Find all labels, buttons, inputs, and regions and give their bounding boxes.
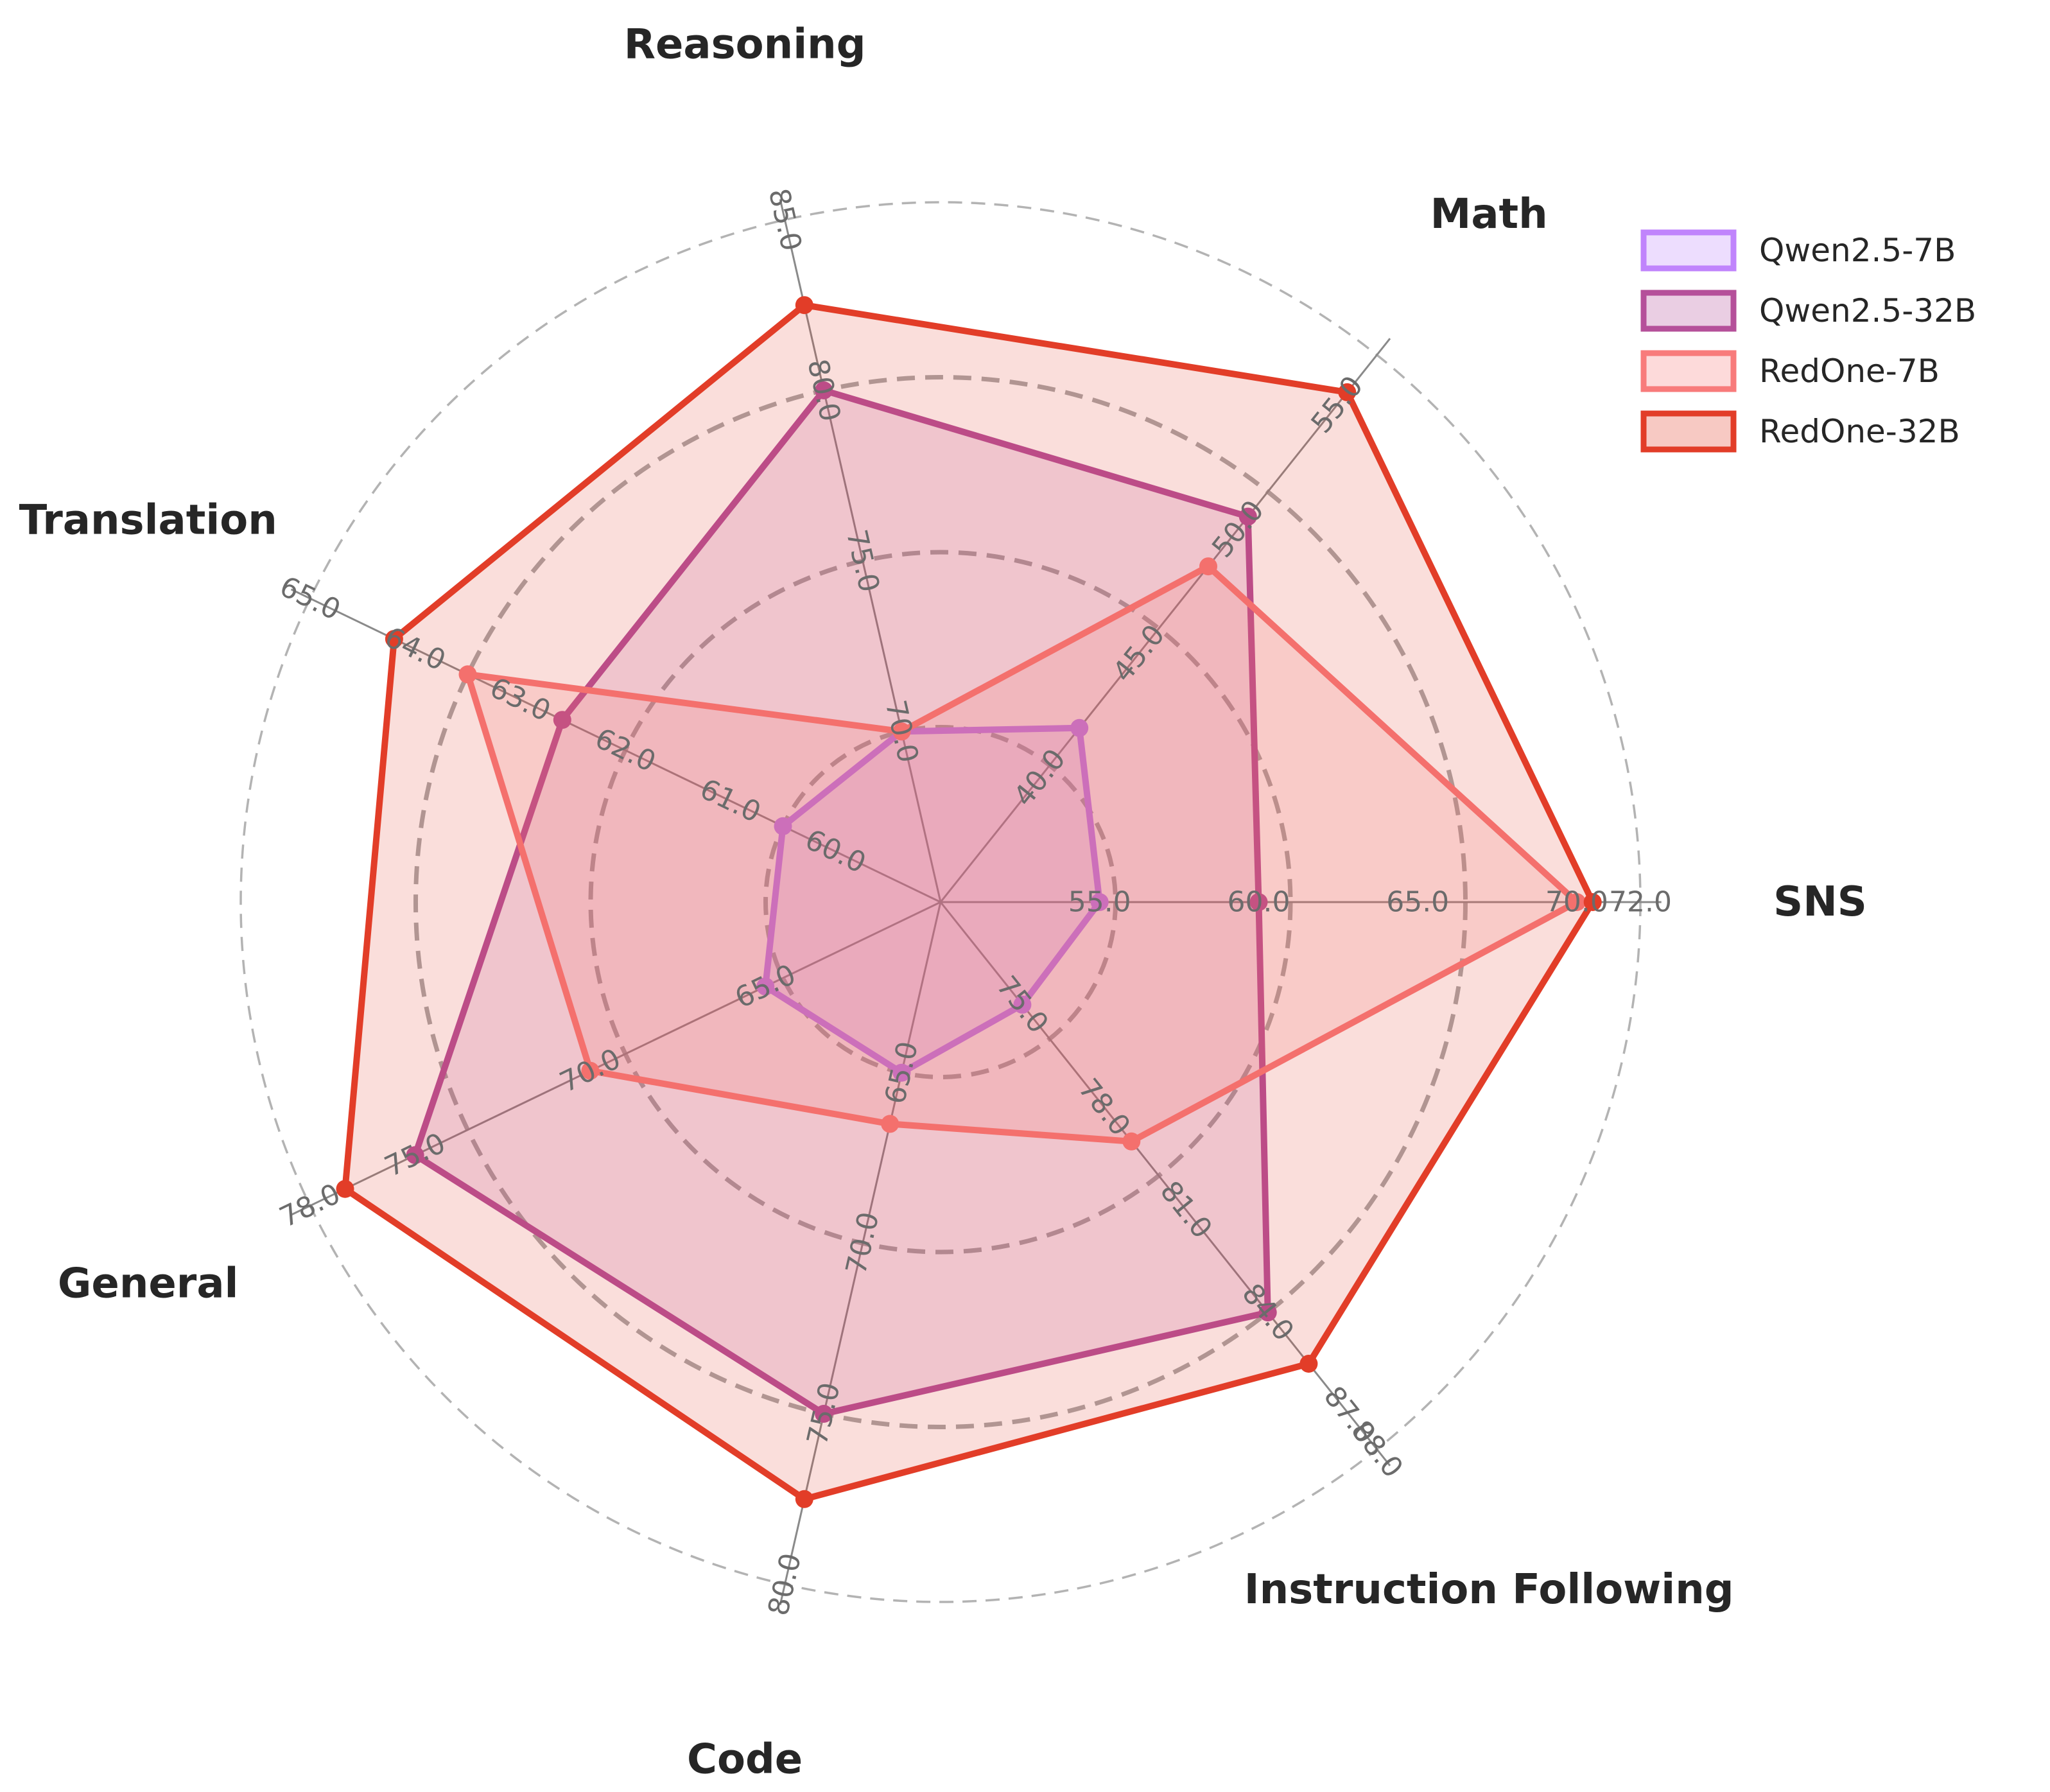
point-qwen2-5-32b-reasoning bbox=[815, 381, 833, 399]
legend-swatch-redone-32b bbox=[1640, 410, 1737, 453]
legend-swatch-redone-7b bbox=[1640, 350, 1737, 392]
legend-swatch-qwen2-5-32b bbox=[1640, 290, 1737, 332]
series-qwen2-5-7b-area bbox=[762, 724, 1103, 1076]
point-qwen2-5-7b-math bbox=[1070, 718, 1089, 737]
point-redone-32b-math bbox=[1338, 383, 1357, 401]
point-redone-7b-code bbox=[881, 1115, 899, 1133]
axis-spoke-general bbox=[290, 901, 941, 1216]
point-redone-7b-sns bbox=[1567, 893, 1586, 911]
point-redone-32b-translation bbox=[385, 630, 403, 648]
axis-label-sns: SNS bbox=[1773, 878, 1867, 926]
axis-spoke-math bbox=[939, 338, 1391, 903]
series-redone-32b-area bbox=[342, 302, 1596, 1502]
point-redone-32b-general bbox=[336, 1179, 354, 1198]
point-qwen2-5-7b-translation bbox=[774, 817, 792, 835]
grid-layer bbox=[239, 199, 1662, 1605]
point-redone-7b-general bbox=[581, 1061, 600, 1080]
legend-label-redone-32b: RedOne-32B bbox=[1759, 413, 1960, 450]
axis-spoke-code bbox=[779, 901, 942, 1605]
point-redone-32b-instruction-following bbox=[1299, 1355, 1318, 1373]
legend-label-qwen2-5-32b: Qwen2.5-32B bbox=[1759, 292, 1976, 329]
point-qwen2-5-32b-code bbox=[815, 1405, 833, 1423]
axis-spoke-instruction-following bbox=[939, 901, 1391, 1466]
tick-label-code: 80.0 bbox=[762, 1550, 808, 1619]
series-redone-7b-area bbox=[464, 563, 1580, 1145]
point-qwen2-5-7b-general bbox=[756, 977, 775, 996]
tick-label-general: 78.0 bbox=[275, 1178, 345, 1234]
legend-label-redone-7b: RedOne-7B bbox=[1759, 352, 1940, 390]
legend-swatch-qwen2-5-7b bbox=[1640, 229, 1737, 272]
axis-spoke-reasoning bbox=[779, 199, 942, 903]
point-redone-32b-sns bbox=[1583, 893, 1602, 911]
point-qwen2-5-32b-sns bbox=[1249, 893, 1268, 911]
axis-label-translation: Translation bbox=[19, 497, 277, 544]
point-qwen2-5-7b-sns bbox=[1090, 893, 1109, 911]
axis-label-instruction-following: Instruction Following bbox=[1244, 1566, 1734, 1614]
point-qwen2-5-32b-math bbox=[1238, 507, 1257, 526]
point-qwen2-5-32b-translation bbox=[553, 711, 571, 729]
point-redone-7b-instruction-following bbox=[1122, 1132, 1141, 1151]
point-redone-32b-reasoning bbox=[795, 296, 813, 315]
tick-label-sns: 60.0 bbox=[1228, 886, 1290, 919]
axis-label-code: Code bbox=[687, 1736, 803, 1784]
axis-label-reasoning: Reasoning bbox=[624, 21, 866, 68]
point-redone-32b-code bbox=[795, 1490, 813, 1508]
tick-label-translation: 65.0 bbox=[275, 570, 345, 627]
tick-label-sns: 55.0 bbox=[1068, 886, 1131, 919]
point-redone-7b-translation bbox=[458, 665, 477, 684]
tick-label-sns: 70.0 bbox=[1545, 886, 1608, 919]
tick-label-sns: 65.0 bbox=[1386, 886, 1449, 919]
point-redone-7b-reasoning bbox=[892, 722, 911, 741]
point-redone-7b-math bbox=[1199, 557, 1217, 576]
axis-label-general: General bbox=[58, 1260, 239, 1307]
series-layer bbox=[336, 296, 1602, 1508]
point-qwen2-5-32b-general bbox=[406, 1146, 424, 1165]
tick-label-reasoning: 85.0 bbox=[762, 186, 808, 254]
point-qwen2-5-7b-code bbox=[892, 1063, 911, 1082]
point-qwen2-5-32b-instruction-following bbox=[1258, 1303, 1277, 1322]
axis-label-math: Math bbox=[1430, 191, 1548, 238]
legend: Qwen2.5-7B Qwen2.5-32B RedOne-7B RedOne-32B bbox=[1640, 229, 1976, 453]
legend-label-qwen2-5-7b: Qwen2.5-7B bbox=[1759, 232, 1956, 269]
axis-label-layer: SNS Math Reasoning Translation General Code In… bbox=[19, 21, 1867, 1783]
tick-label-sns: 72.0 bbox=[1609, 886, 1672, 919]
point-qwen2-5-7b-instruction-following bbox=[1013, 995, 1032, 1014]
